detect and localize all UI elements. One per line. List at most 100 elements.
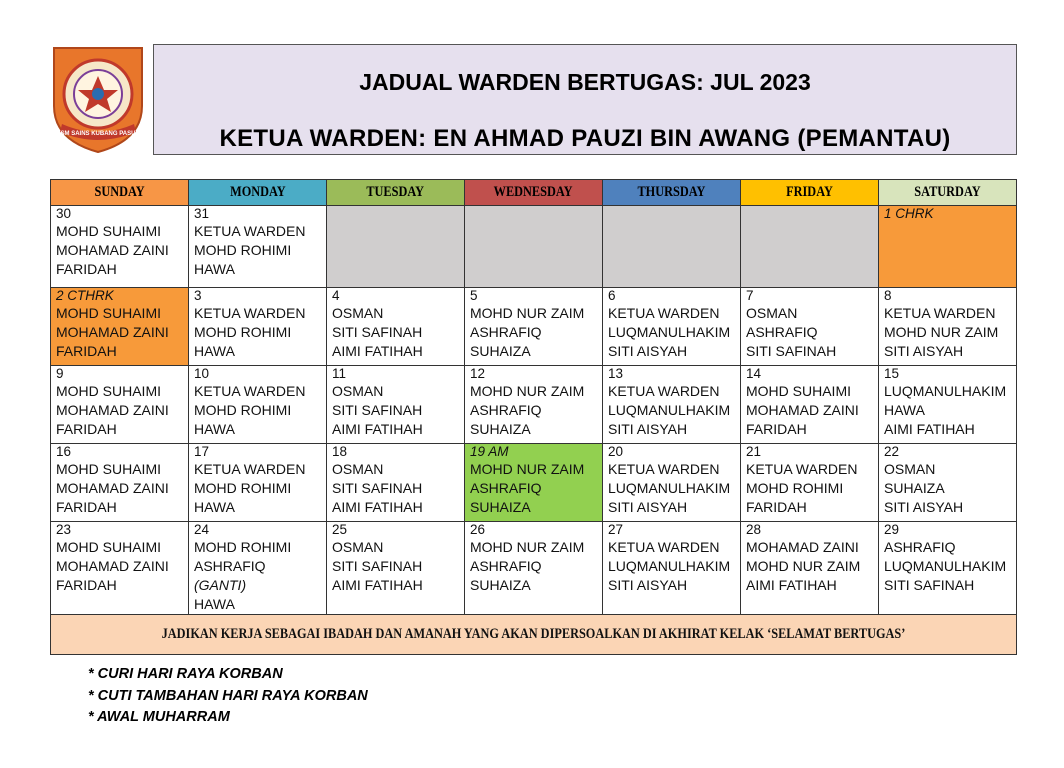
warden-name: AIMI FATIHAH — [332, 421, 423, 437]
week-row: 30 MOHD SUHAIMI MOHAMAD ZAINI FARIDAH 31 KETU… — [50, 205, 1017, 288]
day-cell: 2 CTHRK MOHD SUHAIMI MOHAMAD ZAINI FARIDAH — [50, 287, 189, 366]
warden-name: MOHD NUR ZAIM — [470, 539, 585, 555]
day-header: SUNDAY — [50, 179, 189, 206]
day-cell: 17 KETUA WARDEN MOHD ROHIMI HAWA — [188, 443, 327, 522]
warden-name: OSMAN — [332, 539, 384, 555]
warden-name: OSMAN — [332, 383, 384, 399]
date-label: 10 — [194, 366, 210, 381]
warden-name: SITI AISYAH — [608, 343, 688, 359]
week-row: 23 MOHD SUHAIMI MOHAMAD ZAINI FARIDAH 24 MOHD… — [50, 521, 1017, 615]
day-cell: 22 OSMAN SUHAIZA SITI AISYAH — [878, 443, 1017, 522]
warden-name: SITI AISYAH — [884, 499, 964, 515]
warden-name: ASHRAFIQ — [884, 539, 956, 555]
warden-name: AIMI FATIHAH — [332, 499, 423, 515]
warden-name: MOHAMAD ZAINI — [56, 402, 169, 418]
warden-name: HAWA — [194, 499, 235, 515]
day-cell — [740, 205, 879, 288]
date-label: 28 — [746, 522, 762, 537]
day-cell — [602, 205, 741, 288]
warden-name: SITI SAFINAH — [332, 324, 423, 340]
date-label: 31 — [194, 206, 210, 221]
date-label: 17 — [194, 444, 210, 459]
warden-name: SITI AISYAH — [608, 499, 688, 515]
date-label: 25 — [332, 522, 348, 537]
warden-name: MOHD NUR ZAIM — [470, 461, 585, 477]
day-header: FRIDAY — [740, 179, 879, 206]
title: JADUAL WARDEN BERTUGAS: JUL 2023 — [359, 69, 811, 95]
warden-name: SUHAIZA — [884, 480, 945, 496]
date-label: 11 — [332, 366, 347, 381]
week-row: 16 MOHD SUHAIMI MOHAMAD ZAINI FARIDAH 17 KETU… — [50, 443, 1017, 522]
warden-name: KETUA WARDEN — [608, 461, 720, 477]
day-cell: 14 MOHD SUHAIMI MOHAMAD ZAINI FARIDAH — [740, 365, 879, 444]
date-label: 22 — [884, 444, 900, 459]
day-cell: 24 MOHD ROHIMI ASHRAFIQ (GANTI) HAWA — [188, 521, 327, 615]
date-label: 8 — [884, 288, 892, 303]
day-name: MONDAY — [229, 184, 286, 200]
day-cell: 8 KETUA WARDEN MOHD NUR ZAIM SITI AISYAH — [878, 287, 1017, 366]
warden-name: HAWA — [194, 596, 235, 612]
warden-name: AIMI FATIHAH — [332, 343, 423, 359]
warden-name: MOHD SUHAIMI — [56, 223, 161, 239]
warden-name: KETUA WARDEN — [884, 305, 996, 321]
date-label: 9 — [56, 366, 64, 381]
date-label: 4 — [332, 288, 340, 303]
note: * CUTI TAMBAHAN HARI RAYA KORBAN — [88, 687, 368, 704]
warden-name: OSMAN — [332, 461, 384, 477]
day-cell — [464, 205, 603, 288]
day-cell: 19 AM MOHD NUR ZAIM ASHRAFIQ SUHAIZA — [464, 443, 603, 522]
warden-name: ASHRAFIQ — [470, 480, 542, 496]
date-label: 30 — [56, 206, 72, 221]
warden-name: SITI SAFINAH — [746, 343, 837, 359]
day-cell: 20 KETUA WARDEN LUQMANULHAKIM SITI AISYAH — [602, 443, 741, 522]
warden-name: MOHAMAD ZAINI — [746, 402, 859, 418]
week-row: 2 CTHRK MOHD SUHAIMI MOHAMAD ZAINI FARIDAH 3… — [50, 287, 1017, 366]
day-cell: 26 MOHD NUR ZAIM ASHRAFIQ SUHAIZA — [464, 521, 603, 615]
warden-name: LUQMANULHAKIM — [608, 480, 731, 496]
logo-text: SM SAINS KUBANG PASU — [61, 131, 136, 137]
warden-name: MOHD ROHIMI — [746, 480, 844, 496]
header-row: SUNDAY MONDAY TUESDAY WEDNESDAY THURSDAY FRID… — [50, 179, 1017, 206]
warden-name: SITI SAFINAH — [332, 402, 423, 418]
day-cell: 30 MOHD SUHAIMI MOHAMAD ZAINI FARIDAH — [50, 205, 189, 288]
day-cell: 16 MOHD SUHAIMI MOHAMAD ZAINI FARIDAH — [50, 443, 189, 522]
warden-name: HAWA — [194, 261, 235, 277]
title-box: JADUAL WARDEN BERTUGAS: JUL 2023 KETUA W… — [153, 44, 1017, 155]
warden-name: MOHD NUR ZAIM — [470, 383, 585, 399]
date-label: 24 — [194, 522, 210, 537]
warden-name: MOHD SUHAIMI — [56, 305, 161, 321]
day-name: WEDNESDAY — [494, 184, 573, 200]
warden-name: MOHD SUHAIMI — [56, 461, 161, 477]
date-label: 6 — [608, 288, 616, 303]
footer-row: JADIKAN KERJA SEBAGAI IBADAH DAN AMANAH … — [50, 614, 1017, 655]
day-cell: 11 OSMAN SITI SAFINAH AIMI FATIHAH — [326, 365, 465, 444]
day-header: WEDNESDAY — [464, 179, 603, 206]
warden-name: FARIDAH — [56, 343, 117, 359]
warden-name: ASHRAFIQ — [746, 324, 818, 340]
date-label: 27 — [608, 522, 624, 537]
day-cell: 13 KETUA WARDEN LUQMANULHAKIM SITI AISYAH — [602, 365, 741, 444]
warden-name: SITI SAFINAH — [884, 577, 975, 593]
date-label: 13 — [608, 366, 624, 381]
warden-name: SITI AISYAH — [608, 421, 688, 437]
warden-name: KETUA WARDEN — [746, 461, 858, 477]
warden-name: KETUA WARDEN — [194, 223, 306, 239]
warden-name: FARIDAH — [56, 421, 117, 437]
warden-name: KETUA WARDEN — [194, 461, 306, 477]
warden-name: FARIDAH — [56, 577, 117, 593]
date-label: 1 CHRK — [884, 206, 934, 221]
day-cell: 7 OSMAN ASHRAFIQ SITI SAFINAH — [740, 287, 879, 366]
day-cell: 25 OSMAN SITI SAFINAH AIMI FATIHAH — [326, 521, 465, 615]
warden-name: AIMI FATIHAH — [884, 421, 975, 437]
warden-name: MOHD ROHIMI — [194, 480, 292, 496]
warden-name: MOHAMAD ZAINI — [56, 242, 169, 258]
warden-name: KETUA WARDEN — [608, 539, 720, 555]
footer-cell: JADIKAN KERJA SEBAGAI IBADAH DAN AMANAH … — [50, 614, 1017, 655]
warden-name: HAWA — [194, 343, 235, 359]
day-cell: 15 LUQMANULHAKIM HAWA AIMI FATIHAH — [878, 365, 1017, 444]
warden-name: LUQMANULHAKIM — [608, 558, 731, 574]
warden-name: OSMAN — [332, 305, 384, 321]
warden-name: MOHAMAD ZAINI — [56, 324, 169, 340]
warden-name: KETUA WARDEN — [608, 305, 720, 321]
